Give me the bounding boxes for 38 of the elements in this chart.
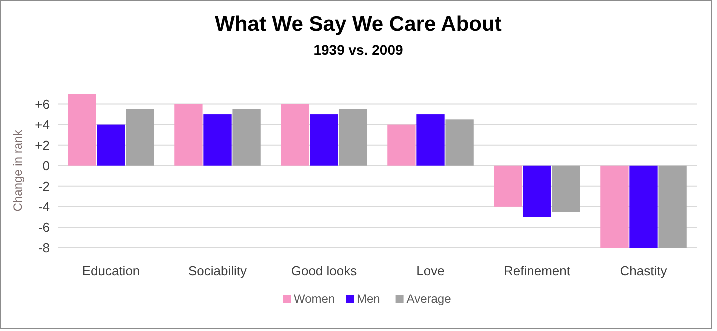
y-tick-label: +6 bbox=[35, 96, 50, 112]
legend-label: Average bbox=[406, 292, 452, 306]
bar bbox=[281, 104, 310, 166]
x-tick-label: Chastity bbox=[620, 264, 668, 279]
chart-title: What We Say We Care About bbox=[215, 13, 502, 36]
bar bbox=[174, 104, 203, 166]
bar bbox=[97, 124, 126, 166]
bar bbox=[126, 109, 154, 166]
bar bbox=[658, 166, 687, 248]
bar bbox=[446, 120, 474, 166]
bar bbox=[204, 114, 232, 166]
bar bbox=[600, 166, 629, 248]
y-tick-label: -4 bbox=[38, 199, 50, 214]
bar bbox=[388, 124, 416, 166]
bar bbox=[523, 166, 552, 218]
y-axis-title: Change in rank bbox=[11, 129, 26, 212]
y-tick-label: -8 bbox=[38, 240, 50, 256]
bar bbox=[416, 114, 445, 166]
legend-label: Men bbox=[357, 292, 380, 306]
y-tick-label: -2 bbox=[38, 178, 50, 194]
bar bbox=[68, 94, 96, 166]
bar bbox=[630, 166, 658, 248]
y-tick-label: +4 bbox=[35, 117, 50, 132]
x-tick-label: Education bbox=[82, 264, 140, 279]
x-tick-label: Refinement bbox=[504, 264, 571, 279]
x-tick-label: Good looks bbox=[291, 264, 358, 279]
y-tick-label: -6 bbox=[38, 220, 50, 236]
y-tick-label: +2 bbox=[35, 138, 50, 153]
bar bbox=[310, 114, 338, 166]
y-tick-label: 0 bbox=[42, 158, 50, 174]
bar bbox=[494, 166, 522, 207]
legend-label: Women bbox=[294, 292, 336, 306]
bar bbox=[232, 109, 261, 166]
bar bbox=[339, 109, 368, 166]
chart-subtitle: 1939 vs. 2009 bbox=[314, 42, 404, 58]
bar bbox=[552, 166, 580, 212]
x-tick-label: Love bbox=[416, 264, 445, 279]
x-tick-label: Sociability bbox=[188, 264, 248, 279]
